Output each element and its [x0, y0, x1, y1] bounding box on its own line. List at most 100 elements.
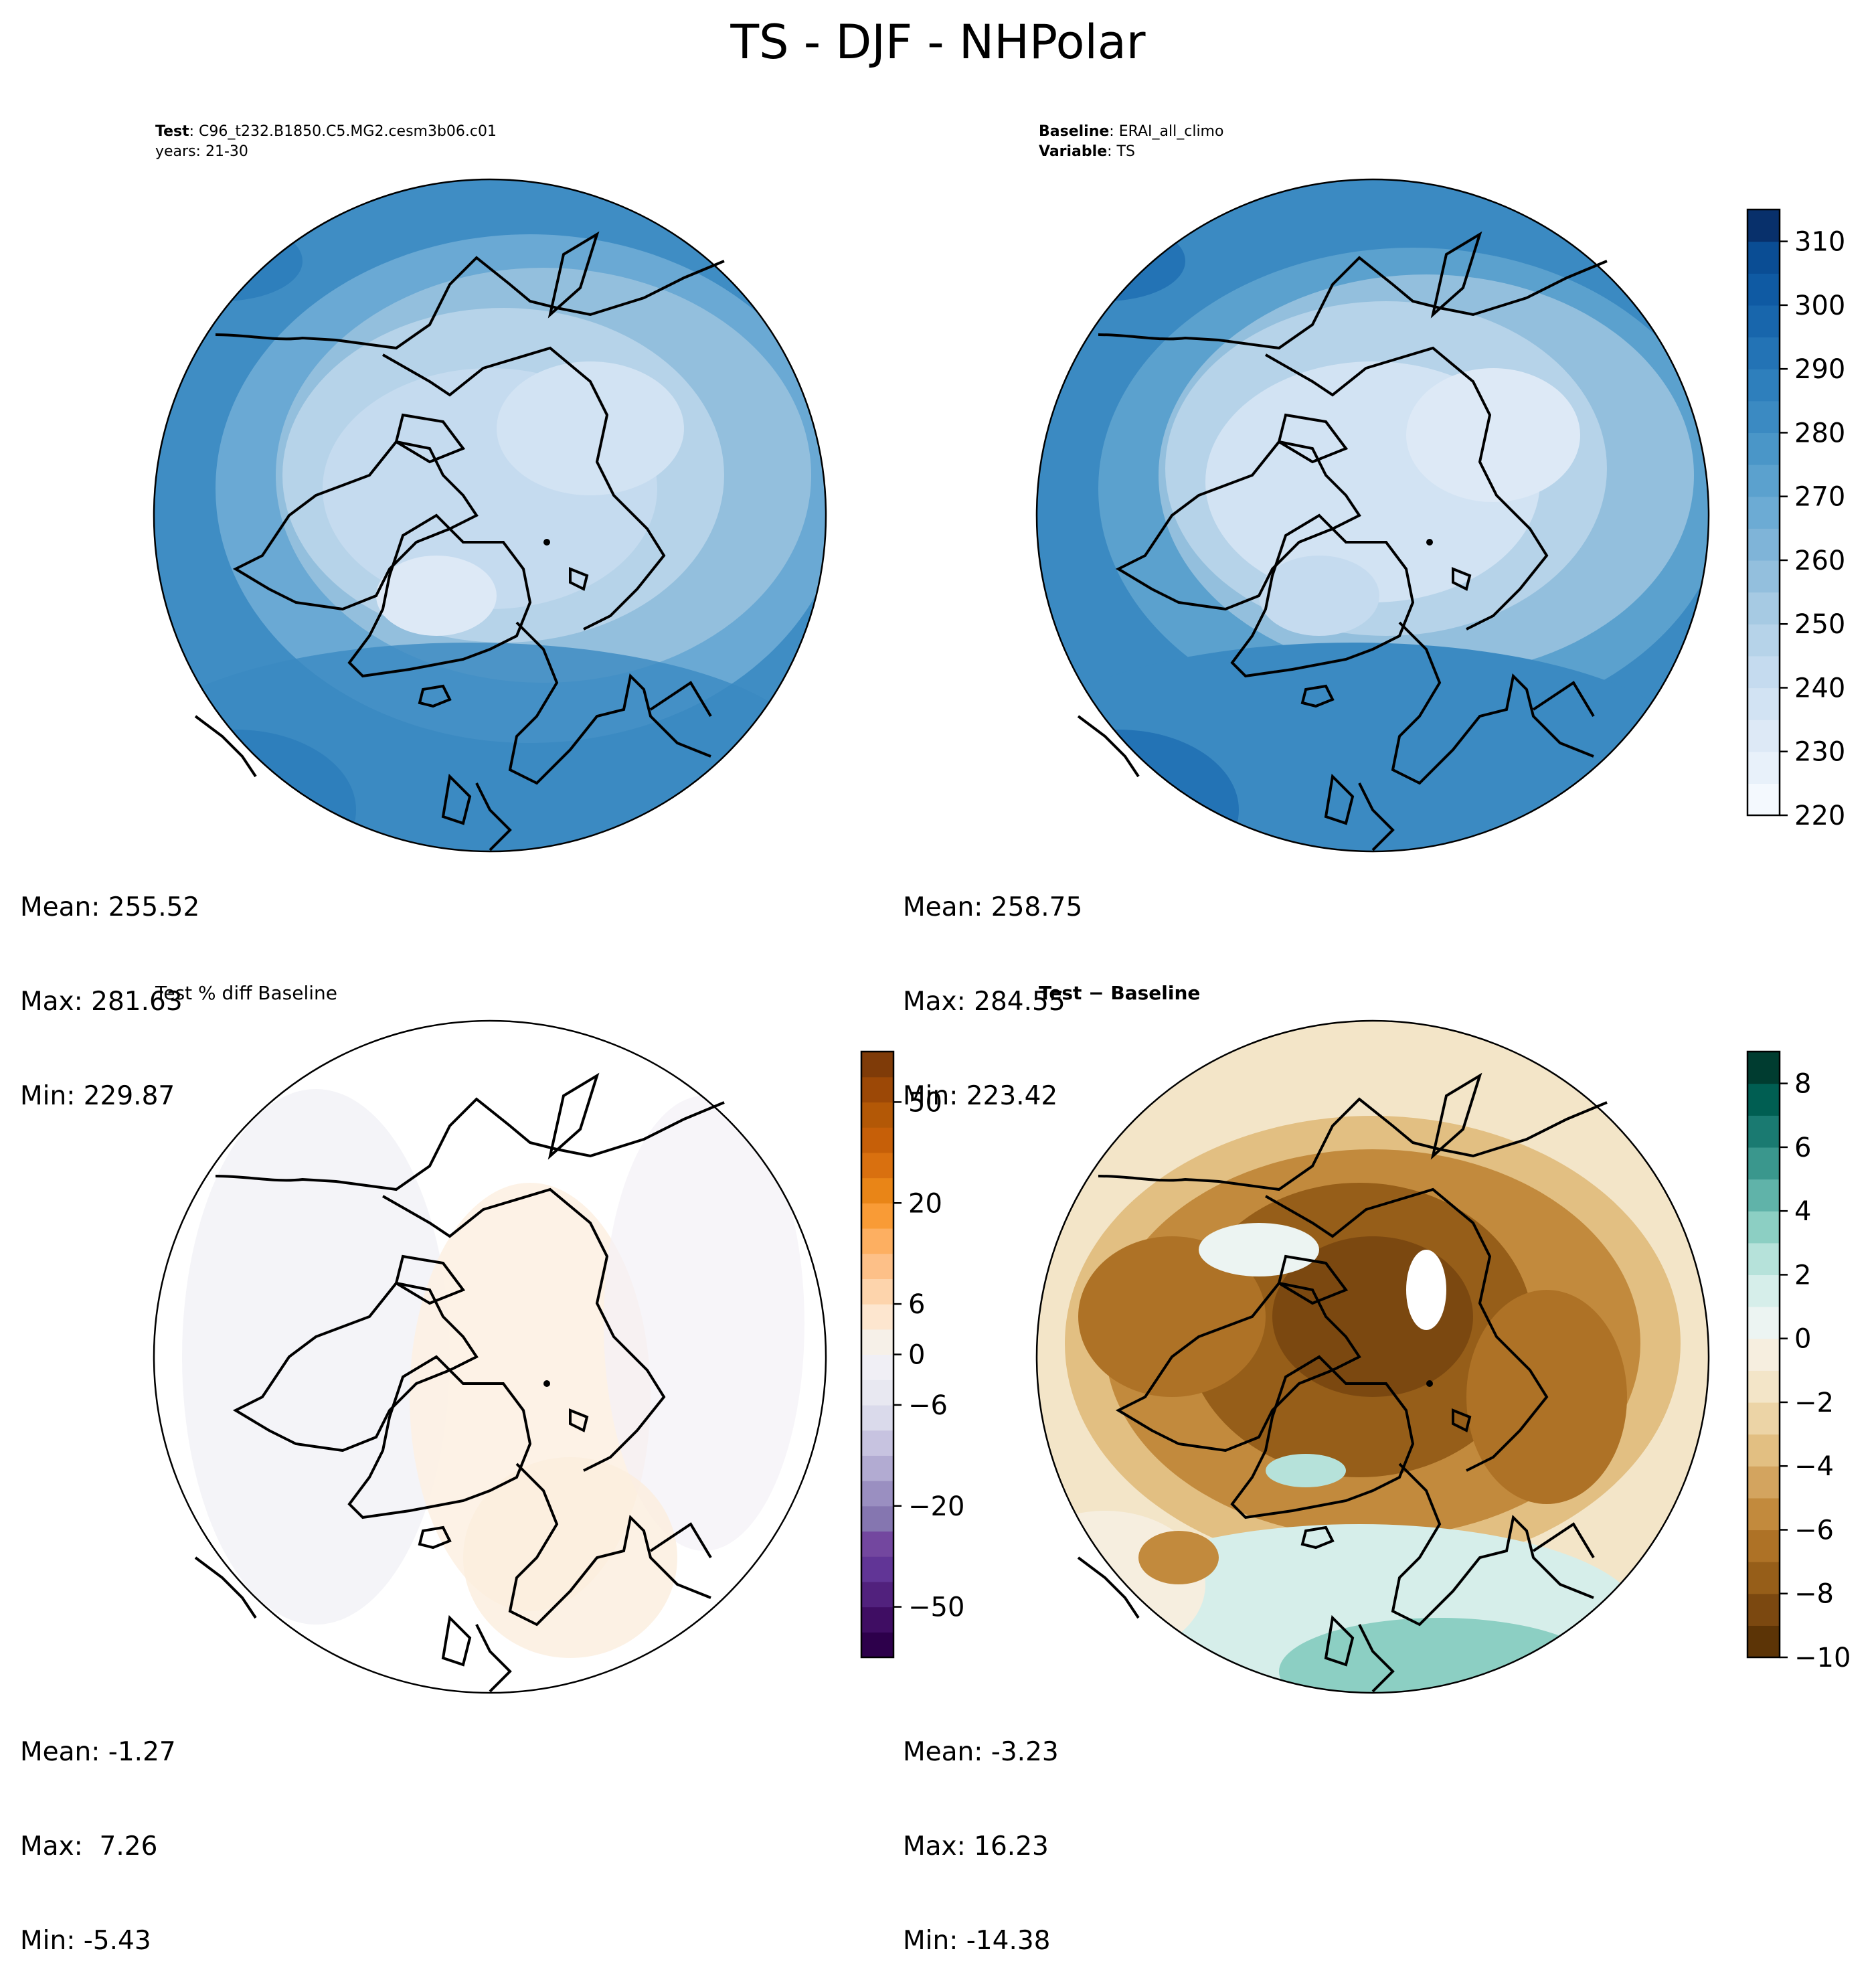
baseline-colorbar-swatch	[1747, 273, 1780, 306]
baseline-colorbar-tick-label: 220	[1794, 801, 1845, 831]
pctdiff-title: Test % diff Baseline	[155, 982, 338, 1004]
pctdiff-min: Min: -5.43	[20, 1926, 151, 1956]
pctdiff-colorbar-swatch	[861, 1606, 893, 1633]
baseline-stats: Mean: 258.75 Max: 284.55 Min: 223.42	[903, 829, 1082, 1143]
baseline-colorbar: 220 230 240 250 260 270 280 290 300 310	[1746, 208, 1845, 831]
diff-colorbar-tick-label: 6	[1794, 1133, 1811, 1163]
baseline-colorbar-swatch	[1747, 337, 1780, 369]
pctdiff-colorbar-swatch	[861, 1531, 893, 1557]
baseline-colorbar-swatch	[1747, 720, 1780, 752]
diff-colorbar-swatch	[1747, 1115, 1780, 1148]
pctdiff-colorbar-swatch	[861, 1203, 893, 1229]
diff-colorbar-swatch	[1747, 1147, 1780, 1180]
diff-colorbar-frame	[1746, 1050, 1781, 1659]
pctdiff-colorbar-swatch	[861, 1505, 893, 1532]
pctdiff-colorbar-swatch	[861, 1380, 893, 1406]
pctdiff-colorbar-tick-label: −6	[908, 1390, 948, 1421]
pctdiff-colorbar-swatch	[861, 1481, 893, 1507]
diff-colorbar-swatch	[1747, 1593, 1780, 1626]
baseline-colorbar-swatch	[1747, 560, 1780, 593]
pctdiff-max: Max: 7.26	[20, 1831, 158, 1861]
baseline-colorbar-swatch	[1747, 751, 1780, 784]
baseline-header-bold: Baseline	[1039, 123, 1110, 140]
baseline-colorbar-swatch	[1747, 496, 1780, 529]
baseline-colorbar-swatch	[1747, 432, 1780, 465]
test-stats: Mean: 255.52 Max: 281.63 Min: 229.87	[20, 829, 199, 1143]
test-header-bold: Test	[155, 123, 189, 140]
baseline-colorbar-swatch	[1747, 624, 1780, 657]
diff-colorbar-tick-label: −8	[1794, 1579, 1834, 1610]
diff-colorbar-swatch	[1747, 1402, 1780, 1435]
diff-colorbar-swatch	[1747, 1274, 1780, 1307]
baseline-mean: Mean: 258.75	[903, 892, 1083, 922]
baseline-colorbar-tick-label: 280	[1794, 418, 1845, 448]
diff-colorbar-tick-label: 0	[1794, 1324, 1811, 1355]
baseline-header-name: : ERAI_all_climo	[1109, 123, 1224, 140]
baseline-colorbar-swatch	[1747, 400, 1780, 434]
pctdiff-colorbar-tick-label: −50	[908, 1592, 964, 1623]
diff-colorbar-tick-label: 4	[1794, 1196, 1811, 1227]
pctdiff-colorbar-tick-label: 50	[908, 1087, 942, 1118]
diff-colorbar-tick-label: −6	[1794, 1515, 1834, 1546]
pctdiff-stats: Mean: -1.27 Max: 7.26 Min: -5.43	[20, 1673, 176, 1988]
baseline-max: Max: 284.55	[903, 987, 1065, 1017]
baseline-colorbar-swatch	[1747, 687, 1780, 720]
baseline-colorbar-swatch	[1747, 592, 1780, 625]
diff-colorbar-swatch	[1747, 1083, 1780, 1116]
pctdiff-colorbar-swatch	[861, 1076, 893, 1103]
test-header: Test: C96_t232.B1850.C5.MG2.cesm3b06.c01…	[155, 122, 497, 162]
test-min: Min: 229.87	[20, 1081, 175, 1111]
baseline-colorbar-tick-label: 290	[1794, 354, 1845, 385]
pctdiff-colorbar-swatch	[861, 1278, 893, 1305]
pctdiff-colorbar: −50 −20 −6 0 6 20 50	[860, 1050, 964, 1659]
pctdiff-colorbar-swatch	[861, 1177, 893, 1204]
figure-title: TS - DJF - NHPolar	[730, 15, 1146, 70]
test-map	[153, 178, 827, 853]
baseline-min: Min: 223.42	[903, 1081, 1058, 1111]
pctdiff-colorbar-swatch	[861, 1354, 893, 1380]
baseline-colorbar-swatch	[1747, 210, 1780, 242]
diff-max: Max: 16.23	[903, 1831, 1049, 1861]
variable-header-bold: Variable	[1039, 143, 1108, 160]
baseline-colorbar-swatch	[1747, 305, 1780, 338]
baseline-colorbar-swatch	[1747, 655, 1780, 689]
baseline-colorbar-tick-label: 230	[1794, 737, 1845, 768]
diff-colorbar-swatch	[1747, 1179, 1780, 1212]
diff-colorbar-swatch	[1747, 1497, 1780, 1531]
baseline-colorbar-swatch	[1747, 783, 1780, 816]
diff-title-baseline: Baseline	[1110, 982, 1201, 1004]
variable-header-name: : TS	[1107, 143, 1135, 160]
baseline-colorbar-tick-label: 310	[1794, 227, 1845, 258]
diff-colorbar: −10 −8 −6 −4 −2 0 2 4 6 8	[1746, 1050, 1851, 1673]
diff-colorbar-swatch	[1747, 1338, 1780, 1371]
test-header-case: : C96_t232.B1850.C5.MG2.cesm3b06.c01	[189, 123, 497, 140]
diff-colorbar-swatch	[1747, 1562, 1780, 1594]
diff-colorbar-tick-label: 8	[1794, 1069, 1811, 1100]
pctdiff-mean: Mean: -1.27	[20, 1737, 176, 1767]
pctdiff-colorbar-swatch	[861, 1556, 893, 1582]
baseline-colorbar-tick-label: 250	[1794, 609, 1845, 640]
pctdiff-colorbar-tick-label: −20	[908, 1491, 964, 1522]
diff-mean: Mean: -3.23	[903, 1737, 1059, 1767]
diff-colorbar-tick-label: −4	[1794, 1451, 1834, 1482]
diff-colorbar-swatch	[1747, 1211, 1780, 1244]
baseline-map	[1035, 178, 1710, 853]
pctdiff-colorbar-swatch	[861, 1632, 893, 1658]
pctdiff-colorbar-swatch	[861, 1228, 893, 1254]
diff-colorbar-swatch	[1747, 1052, 1780, 1084]
baseline-header: Baseline: ERAI_all_climo Variable: TS	[1039, 122, 1223, 162]
pctdiff-colorbar-swatch	[861, 1102, 893, 1128]
diff-title-minus: −	[1082, 982, 1111, 1004]
baseline-colorbar-swatch	[1747, 465, 1780, 497]
diff-colorbar-swatch	[1747, 1625, 1780, 1658]
pctdiff-colorbar-tick-label: 0	[908, 1340, 925, 1371]
baseline-colorbar-tick-label: 240	[1794, 673, 1845, 703]
pctdiff-colorbar-swatch	[861, 1152, 893, 1179]
diff-stats: Mean: -3.23 Max: 16.23 Min: -14.38	[903, 1673, 1059, 1988]
baseline-colorbar-tick-label: 300	[1794, 291, 1845, 321]
baseline-colorbar-swatch	[1747, 528, 1780, 561]
diff-colorbar-tick-label: −10	[1794, 1643, 1851, 1673]
pctdiff-colorbar-swatch	[861, 1329, 893, 1355]
pctdiff-colorbar-swatch	[861, 1304, 893, 1330]
